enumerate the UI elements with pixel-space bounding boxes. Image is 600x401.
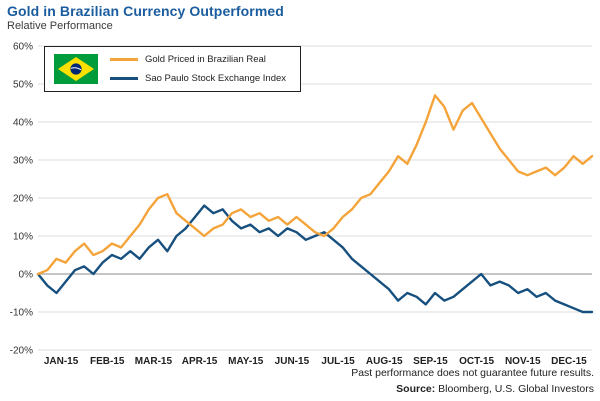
svg-text:50%: 50% [13,80,33,91]
chart-canvas: 60% 50% 40% 30% 20% 10% 0% -10% -20% JAN-15 FEB-15… [10,42,594,367]
disclaimer-text: Past performance does not guarantee futu… [351,367,594,379]
legend-item-gold: Gold Priced in Brazilian Real [110,54,286,65]
index-series-swatch [110,77,138,80]
source-text: Bloomberg, U.S. Global Investors [435,383,594,395]
svg-text:NOV-15: NOV-15 [505,356,541,367]
svg-text:JUN-15: JUN-15 [275,356,310,367]
svg-text:-20%: -20% [10,346,33,357]
source-line: Source: Bloomberg, U.S. Global Investors [351,381,594,397]
svg-text:JAN-15: JAN-15 [44,356,79,367]
svg-text:APR-15: APR-15 [182,356,218,367]
footer: Past performance does not guarantee futu… [351,365,594,397]
svg-text:SEP-15: SEP-15 [413,356,448,367]
chart-subtitle: Relative Performance [7,20,113,32]
svg-text:FEB-15: FEB-15 [90,356,125,367]
legend-label-index: Sao Paulo Stock Exchange Index [145,73,287,84]
svg-text:AUG-15: AUG-15 [366,356,403,367]
legend: Gold Priced in Brazilian Real Sao Paulo … [44,46,302,92]
brazil-flag-icon [54,54,98,84]
gold-series-swatch [110,58,138,61]
svg-text:MAY-15: MAY-15 [228,356,264,367]
svg-text:60%: 60% [13,42,33,53]
source-label: Source: [396,383,436,395]
legend-item-index: Sao Paulo Stock Exchange Index [110,73,286,84]
svg-text:DEC-15: DEC-15 [551,356,587,367]
svg-text:JUL-15: JUL-15 [321,356,355,367]
svg-text:0%: 0% [19,270,34,281]
svg-text:10%: 10% [13,232,33,243]
svg-text:OCT-15: OCT-15 [459,356,494,367]
svg-text:20%: 20% [13,194,33,205]
svg-text:-10%: -10% [10,308,33,319]
svg-text:40%: 40% [13,118,33,129]
svg-text:30%: 30% [13,156,33,167]
legend-items: Gold Priced in Brazilian Real Sao Paulo … [110,54,286,84]
legend-label-gold: Gold Priced in Brazilian Real [145,54,266,65]
svg-text:MAR-15: MAR-15 [135,356,173,367]
chart-title: Gold in Brazilian Currency Outperformed [7,3,284,19]
